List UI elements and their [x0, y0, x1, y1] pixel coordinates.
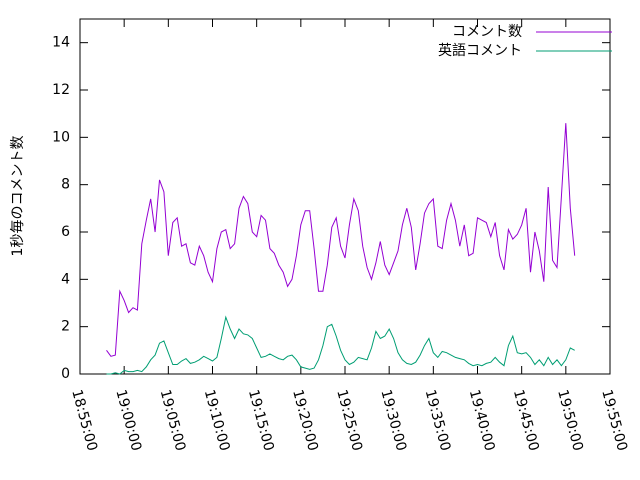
- x-tick-label: 19:55:00: [598, 388, 630, 453]
- x-tick-label: 19:40:00: [466, 388, 498, 453]
- x-tick-label: 19:50:00: [554, 388, 586, 453]
- series-line: [106, 123, 576, 357]
- x-tick-label: 19:45:00: [510, 388, 542, 453]
- y-tick-label: 8: [61, 177, 70, 193]
- x-tick-label: 19:00:00: [112, 388, 144, 453]
- x-tick-label: 19:20:00: [289, 388, 321, 453]
- y-axis-label: 1秒毎のコメント数: [10, 136, 26, 257]
- x-tick-label: 19:10:00: [201, 388, 233, 453]
- legend-label: 英語コメント: [438, 42, 522, 59]
- x-tick-label: 19:15:00: [245, 388, 277, 453]
- y-tick-label: 0: [61, 366, 70, 382]
- x-tick-label: 19:05:00: [157, 388, 189, 453]
- y-tick-label: 14: [52, 35, 70, 51]
- y-tick-label: 4: [61, 271, 70, 287]
- x-tick-label: 19:30:00: [377, 388, 409, 453]
- x-tick-label: 18:55:00: [68, 388, 100, 453]
- y-tick-label: 6: [61, 224, 70, 240]
- legend-label: コメント数: [452, 24, 522, 40]
- y-tick-label: 2: [61, 319, 70, 335]
- y-tick-label: 12: [52, 82, 70, 98]
- plot-border: [79, 18, 611, 375]
- x-tick-label: 19:25:00: [333, 388, 365, 453]
- y-tick-label: 10: [52, 129, 70, 145]
- series-line: [106, 315, 575, 375]
- x-tick-label: 19:35:00: [422, 388, 454, 453]
